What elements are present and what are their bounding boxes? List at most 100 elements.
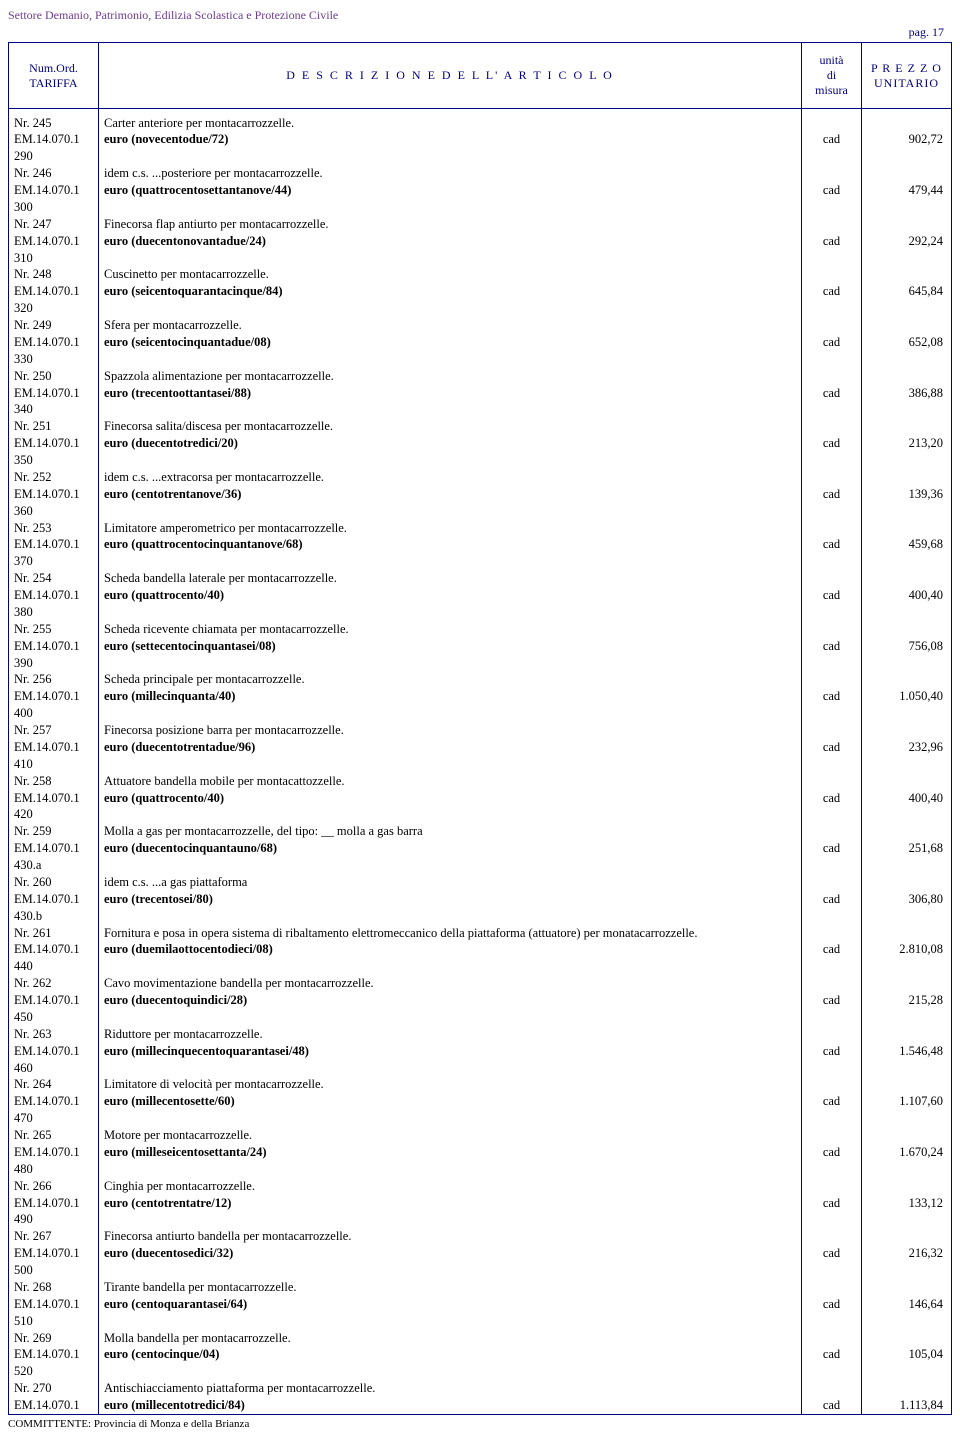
- cell-desc2: euro (novecentodue/72): [99, 131, 802, 148]
- cell-empty: [862, 857, 952, 874]
- cell-desc1: Finecorsa salita/discesa per montacarroz…: [99, 418, 802, 435]
- cell-price: 146,64: [862, 1296, 952, 1313]
- cell-price-empty: [862, 368, 952, 385]
- cell-price: 105,04: [862, 1346, 952, 1363]
- cell-price-empty: [862, 1380, 952, 1397]
- cell-sub: 380: [9, 604, 99, 621]
- cell-price: 133,12: [862, 1195, 952, 1212]
- cell-desc1: Finecorsa antiurto bandella per montacar…: [99, 1228, 802, 1245]
- cell-desc1: Limitatore amperometrico per montacarroz…: [99, 520, 802, 537]
- cell-unit-empty: [802, 1178, 862, 1195]
- price-table: Num.Ord. TARIFFA D E S C R I Z I O N E D…: [8, 42, 952, 1415]
- cell-price-empty: [862, 216, 952, 233]
- cell-empty: [99, 756, 802, 773]
- cell-desc2: euro (duecentotredici/20): [99, 435, 802, 452]
- cell-code: EM.14.070.1: [9, 385, 99, 402]
- table-row: EM.14.070.1euro (duecentocinquantauno/68…: [9, 840, 952, 857]
- table-row: Nr. 264Limitatore di velocità per montac…: [9, 1076, 952, 1093]
- cell-empty: [862, 300, 952, 317]
- cell-empty: [802, 199, 862, 216]
- table-row: Nr. 246idem c.s. ...posteriore per monta…: [9, 165, 952, 182]
- cell-sub: 460: [9, 1060, 99, 1077]
- cell-price-empty: [862, 975, 952, 992]
- cell-empty: [862, 1110, 952, 1127]
- cell-empty: [802, 300, 862, 317]
- cell-unit: cad: [802, 1245, 862, 1262]
- cell-empty: [99, 401, 802, 418]
- cell-nr: Nr. 266: [9, 1178, 99, 1195]
- table-row: 400: [9, 705, 952, 722]
- cell-desc1: Carter anteriore per montacarrozzelle.: [99, 115, 802, 132]
- col-unita: unità di misura: [802, 43, 862, 109]
- cell-desc2: euro (duecentonovantadue/24): [99, 233, 802, 250]
- cell-price-empty: [862, 418, 952, 435]
- col-prezzo-l2: UNITARIO: [874, 76, 939, 90]
- cell-desc1: Attuatore bandella mobile per montacatto…: [99, 773, 802, 790]
- cell-price: 652,08: [862, 334, 952, 351]
- cell-unit-empty: [802, 1228, 862, 1245]
- cell-empty: [99, 1060, 802, 1077]
- cell-empty: [99, 503, 802, 520]
- table-row: Nr. 263Riduttore per montacarrozzelle.: [9, 1026, 952, 1043]
- table-row: Nr. 254Scheda bandella laterale per mont…: [9, 570, 952, 587]
- cell-nr: Nr. 247: [9, 216, 99, 233]
- cell-price: 216,32: [862, 1245, 952, 1262]
- cell-desc2: euro (millecinquanta/40): [99, 688, 802, 705]
- cell-code: EM.14.070.1: [9, 486, 99, 503]
- cell-unit: cad: [802, 790, 862, 807]
- page-number: pag. 17: [8, 25, 952, 40]
- cell-unit-empty: [802, 773, 862, 790]
- cell-price: 292,24: [862, 233, 952, 250]
- table-row: EM.14.070.1euro (trecentoottantasei/88)c…: [9, 385, 952, 402]
- sector-title: Settore Demanio, Patrimonio, Edilizia Sc…: [8, 8, 952, 23]
- cell-code: EM.14.070.1: [9, 587, 99, 604]
- cell-code: EM.14.070.1: [9, 1195, 99, 1212]
- cell-desc1: Tirante bandella per montacarrozzelle.: [99, 1279, 802, 1296]
- cell-price: 479,44: [862, 182, 952, 199]
- cell-desc1: Cuscinetto per montacarrozzelle.: [99, 266, 802, 283]
- table-row: 360: [9, 503, 952, 520]
- cell-sub: 370: [9, 553, 99, 570]
- cell-price-empty: [862, 1076, 952, 1093]
- cell-nr: Nr. 269: [9, 1330, 99, 1347]
- cell-code: EM.14.070.1: [9, 790, 99, 807]
- cell-empty: [99, 1009, 802, 1026]
- cell-price-empty: [862, 1178, 952, 1195]
- cell-desc2: euro (quattrocento/40): [99, 790, 802, 807]
- cell-code: EM.14.070.1: [9, 334, 99, 351]
- cell-sub: 330: [9, 351, 99, 368]
- cell-unit-empty: [802, 1279, 862, 1296]
- cell-sub: 310: [9, 250, 99, 267]
- table-row: Nr. 270Antischiacciamento piattaforma pe…: [9, 1380, 952, 1397]
- table-row: Nr. 252idem c.s. ...extracorsa per monta…: [9, 469, 952, 486]
- cell-unit: cad: [802, 1043, 862, 1060]
- cell-price: 2.810,08: [862, 941, 952, 958]
- cell-unit: cad: [802, 739, 862, 756]
- cell-nr: Nr. 250: [9, 368, 99, 385]
- cell-empty: [99, 806, 802, 823]
- cell-desc2: euro (duecentotrentadue/96): [99, 739, 802, 756]
- cell-empty: [802, 958, 862, 975]
- cell-desc1: Scheda principale per montacarrozzelle.: [99, 671, 802, 688]
- cell-price: 459,68: [862, 536, 952, 553]
- cell-empty: [802, 857, 862, 874]
- table-row: 410: [9, 756, 952, 773]
- cell-desc1: Finecorsa flap antiurto per montacarrozz…: [99, 216, 802, 233]
- cell-price: 139,36: [862, 486, 952, 503]
- cell-unit: cad: [802, 1144, 862, 1161]
- cell-nr: Nr. 256: [9, 671, 99, 688]
- cell-empty: [99, 199, 802, 216]
- table-row: EM.14.070.1euro (quattrocentocinquantano…: [9, 536, 952, 553]
- cell-empty: [862, 655, 952, 672]
- table-row: Nr. 259Molla a gas per montacarrozzelle,…: [9, 823, 952, 840]
- table-row: Nr. 268Tirante bandella per montacarrozz…: [9, 1279, 952, 1296]
- cell-unit: cad: [802, 638, 862, 655]
- table-row: 390: [9, 655, 952, 672]
- cell-price-empty: [862, 671, 952, 688]
- cell-empty: [862, 1161, 952, 1178]
- cell-code: EM.14.070.1: [9, 233, 99, 250]
- table-row: Nr. 249Sfera per montacarrozzelle.: [9, 317, 952, 334]
- cell-empty: [862, 148, 952, 165]
- cell-sub: 360: [9, 503, 99, 520]
- cell-empty: [862, 1363, 952, 1380]
